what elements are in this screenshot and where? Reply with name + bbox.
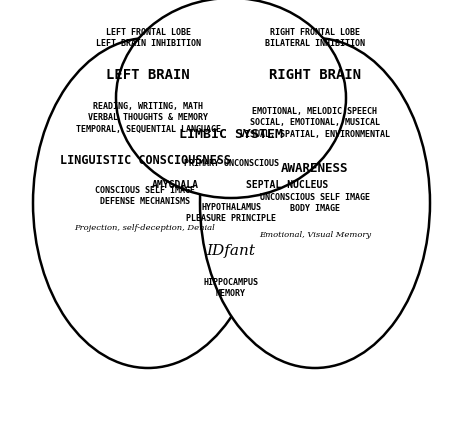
Text: UNCONSCIOUS SELF IMAGE
BODY IMAGE: UNCONSCIOUS SELF IMAGE BODY IMAGE <box>260 193 370 213</box>
Text: EMOTIONAL, MELODIC SPEECH
SOCIAL, EMOTIONAL, MUSICAL
VISUAL, SPATIAL, ENVIRONMEN: EMOTIONAL, MELODIC SPEECH SOCIAL, EMOTIO… <box>240 107 390 139</box>
Text: HYPOTHALAMUS
PLEASURE PRINCIPLE: HYPOTHALAMUS PLEASURE PRINCIPLE <box>186 203 276 223</box>
Text: IDfant: IDfant <box>206 244 256 258</box>
Ellipse shape <box>116 0 346 198</box>
Text: AWARENESS: AWARENESS <box>281 162 349 174</box>
Text: LEFT FRONTAL LOBE
LEFT BRAIN INHIBITION: LEFT FRONTAL LOBE LEFT BRAIN INHIBITION <box>95 28 200 48</box>
Text: PRIMARY UNCONSCIOUS: PRIMARY UNCONSCIOUS <box>183 158 279 168</box>
Text: HIPPOCAMPUS
MEMORY: HIPPOCAMPUS MEMORY <box>204 278 258 298</box>
Text: Emotional, Visual Memory: Emotional, Visual Memory <box>259 231 371 239</box>
Text: RIGHT FRONTAL LOBE
BILATERAL INHIBITION: RIGHT FRONTAL LOBE BILATERAL INHIBITION <box>265 28 365 48</box>
Text: LEFT BRAIN: LEFT BRAIN <box>106 68 190 82</box>
Text: LINGUISTIC CONSCIOUSNESS: LINGUISTIC CONSCIOUSNESS <box>60 155 231 168</box>
Text: READING, WRITING, MATH
VERBAL THOUGHTS & MEMORY
TEMPORAL, SEQUENTIAL LANGUAGE: READING, WRITING, MATH VERBAL THOUGHTS &… <box>75 102 220 134</box>
Text: SEPTAL NUCLEUS: SEPTAL NUCLEUS <box>246 180 328 190</box>
Text: Projection, self-deception, Denial: Projection, self-deception, Denial <box>75 224 215 232</box>
Text: AMYGDALA: AMYGDALA <box>151 180 199 190</box>
Ellipse shape <box>200 38 430 368</box>
Ellipse shape <box>33 38 263 368</box>
Text: LIMBIC SYSTEM: LIMBIC SYSTEM <box>179 129 283 142</box>
Text: RIGHT BRAIN: RIGHT BRAIN <box>269 68 361 82</box>
Text: CONSCIOUS SELF IMAGE
DEFENSE MECHANISMS: CONSCIOUS SELF IMAGE DEFENSE MECHANISMS <box>95 186 195 206</box>
